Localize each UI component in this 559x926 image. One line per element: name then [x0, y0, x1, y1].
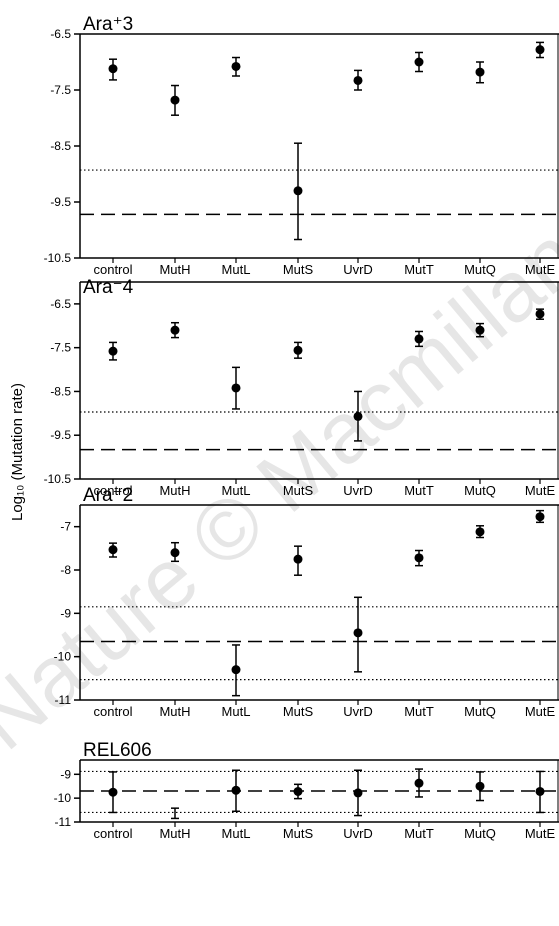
data-point: [535, 786, 545, 796]
y-tick-label: -8: [60, 563, 71, 577]
panel-3: Ara⁻2 -7 -8 -9 -10 -11 control MutH MutL MutS UvrD…: [54, 485, 559, 719]
x-tick-label: control: [93, 826, 132, 841]
x-tick-label: UvrD: [343, 483, 373, 498]
y-tick-label: -6.5: [50, 27, 71, 41]
data-point: [414, 57, 424, 67]
x-tick-label: MutL: [222, 262, 251, 277]
y-tick-label: -9: [60, 767, 71, 781]
x-tick-label: MutT: [404, 704, 434, 719]
data-point: [475, 527, 485, 537]
x-tick-label: MutS: [283, 262, 314, 277]
data-point: [231, 61, 241, 71]
x-tick-label: MutQ: [464, 483, 496, 498]
data-point: [170, 95, 180, 105]
data-point: [414, 553, 424, 563]
data-point: [231, 785, 241, 795]
panel-4: REL606 -9 -10 -11 control MutH MutL MutS UvrD Mut…: [54, 740, 559, 841]
x-tick-label: MutT: [404, 483, 434, 498]
data-point: [108, 787, 118, 797]
y-tick-label: -10.5: [44, 251, 72, 265]
data-point: [293, 786, 303, 796]
x-tick-label: MutH: [159, 262, 190, 277]
x-tick-label: MutH: [159, 826, 190, 841]
data-point: [535, 45, 545, 55]
y-tick-label: -9: [60, 606, 71, 620]
x-tick-label: MutL: [222, 826, 251, 841]
data-point: [414, 334, 424, 344]
data-point: [108, 346, 118, 356]
panel-title: Ara⁻2: [83, 485, 133, 506]
data-point: [170, 325, 180, 335]
x-tick-label: MutQ: [464, 704, 496, 719]
y-tick-label: -7: [60, 520, 71, 534]
x-tick-label: control: [93, 704, 132, 719]
data-point: [353, 628, 363, 638]
y-tick-label: -7.5: [50, 341, 71, 355]
x-tick-label: MutT: [404, 262, 434, 277]
x-tick-label: control: [93, 262, 132, 277]
data-point: [414, 778, 424, 788]
x-tick-label: MutE: [525, 483, 556, 498]
y-tick-label: -10: [54, 650, 72, 664]
x-tick-label: MutL: [222, 704, 251, 719]
panel-title: REL606: [83, 740, 152, 761]
y-tick-label: -11: [55, 693, 72, 707]
x-tick-label: control: [93, 483, 132, 498]
data-point: [535, 512, 545, 522]
data-point: [475, 325, 485, 335]
x-tick-label: UvrD: [343, 704, 373, 719]
x-tick-label: MutL: [222, 483, 251, 498]
y-tick-label: -8.5: [50, 384, 71, 398]
y-tick-label: -10.5: [44, 472, 72, 486]
y-tick-label: -9.5: [50, 195, 71, 209]
x-tick-label: MutQ: [464, 826, 496, 841]
y-tick-label: -7.5: [50, 83, 71, 97]
data-point: [293, 186, 303, 196]
x-tick-label: MutS: [283, 704, 314, 719]
x-tick-label: MutE: [525, 262, 556, 277]
x-tick-label: MutH: [159, 704, 190, 719]
x-tick-label: UvrD: [343, 262, 373, 277]
y-tick-label: -6.5: [50, 297, 71, 311]
y-tick-label: -11: [55, 815, 72, 829]
data-point: [108, 545, 118, 555]
data-point: [535, 309, 545, 319]
panels-container: Ara⁺3 -6.5 -7.5 -8.5 -9.5 -10.5 control MutH Mut…: [44, 14, 559, 841]
data-point: [353, 788, 363, 798]
panel-2: Ara⁻4 -6.5 -7.5 -8.5 -9.5 -10.5 control MutH Mut…: [44, 277, 559, 498]
x-tick-label: MutS: [283, 826, 314, 841]
x-tick-label: MutE: [525, 826, 556, 841]
data-point: [293, 345, 303, 355]
x-tick-label: MutE: [525, 704, 556, 719]
data-point: [170, 548, 180, 558]
x-tick-label: MutH: [159, 483, 190, 498]
panel-title: Ara⁺3: [83, 14, 133, 35]
data-point: [475, 781, 485, 791]
data-point: [231, 383, 241, 393]
x-tick-label: UvrD: [343, 826, 373, 841]
panel-title: Ara⁻4: [83, 277, 134, 298]
y-axis-label: Log₁₀ (Mutation rate): [9, 383, 26, 521]
x-tick-label: MutS: [283, 483, 314, 498]
panel-1: Ara⁺3 -6.5 -7.5 -8.5 -9.5 -10.5 control MutH Mut…: [44, 14, 559, 277]
data-point: [353, 75, 363, 85]
data-point: [475, 67, 485, 77]
x-tick-label: MutQ: [464, 262, 496, 277]
data-point: [293, 554, 303, 564]
y-tick-label: -10: [54, 791, 72, 805]
y-tick-label: -9.5: [50, 428, 71, 442]
data-point: [231, 665, 241, 675]
x-tick-label: MutT: [404, 826, 434, 841]
data-point: [108, 64, 118, 74]
data-point: [353, 411, 363, 421]
y-tick-label: -8.5: [50, 139, 71, 153]
